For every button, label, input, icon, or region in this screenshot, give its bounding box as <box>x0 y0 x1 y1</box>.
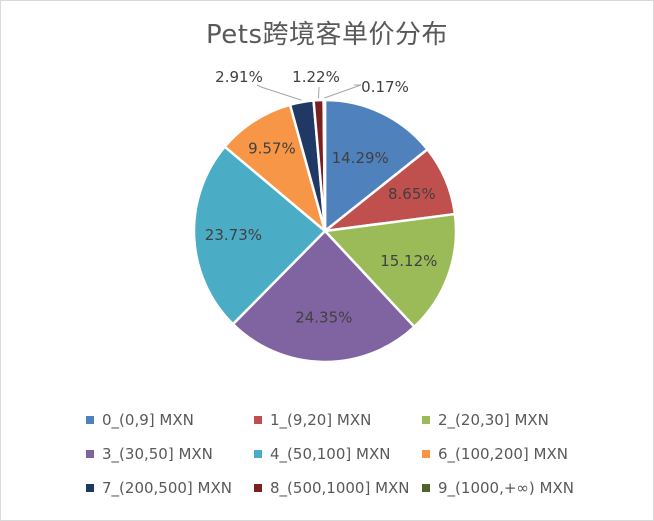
pie-slices <box>192 98 458 364</box>
data-labels: 14.29% 8.65% 15.12% 24.35% 23.73% 9.57% 2.91% 1… <box>205 68 438 327</box>
data-label-1: 8.65% <box>388 185 436 203</box>
pie-slice-3 <box>231 229 416 364</box>
data-label-5: 9.57% <box>248 139 296 157</box>
pie-slice-5 <box>223 103 327 233</box>
legend-item-0: 0_(0,9] MXN <box>86 410 254 430</box>
legend-swatch-6 <box>86 484 94 492</box>
legend-label-3: 3_(30,50] MXN <box>102 445 213 463</box>
legend-item-3: 3_(30,50] MXN <box>86 444 254 464</box>
legend-label-1: 1_(9,20] MXN <box>270 411 372 429</box>
data-label-7: 1.22% <box>292 68 340 86</box>
leader-line-7 <box>318 86 320 99</box>
legend-item-1: 1_(9,20] MXN <box>254 410 422 430</box>
data-label-0: 14.29% <box>332 149 389 167</box>
data-label-2: 15.12% <box>380 252 437 270</box>
pie-slice-4 <box>192 145 327 326</box>
leader-lines <box>256 84 362 101</box>
legend-label-0: 0_(0,9] MXN <box>102 411 194 429</box>
legend-label-2: 2_(20,30] MXN <box>438 411 549 429</box>
leader-line-8 <box>324 84 362 99</box>
chart-legend: 0_(0,9] MXN 1_(9,20] MXN 2_(20,30] MXN 3_(3… <box>86 410 606 498</box>
legend-label-8: 9_(1000,+∞) MXN <box>438 479 574 497</box>
legend-item-8: 9_(1000,+∞) MXN <box>422 478 606 498</box>
legend-swatch-5 <box>422 450 430 458</box>
data-label-3: 24.35% <box>295 309 352 327</box>
legend-item-4: 4_(50,100] MXN <box>254 444 422 464</box>
legend-item-6: 7_(200,500] MXN <box>86 478 254 498</box>
legend-swatch-7 <box>254 484 262 492</box>
legend-label-6: 7_(200,500] MXN <box>102 479 232 497</box>
pie-slice-8 <box>322 98 327 233</box>
legend-label-5: 6_(100,200] MXN <box>438 445 568 463</box>
legend-swatch-2 <box>422 416 430 424</box>
data-label-8: 0.17% <box>361 78 409 96</box>
legend-item-5: 6_(100,200] MXN <box>422 444 606 464</box>
data-label-6: 2.91% <box>215 68 263 86</box>
legend-swatch-3 <box>86 450 94 458</box>
legend-swatch-1 <box>254 416 262 424</box>
legend-swatch-0 <box>86 416 94 424</box>
legend-swatch-8 <box>422 484 430 492</box>
legend-item-2: 2_(20,30] MXN <box>422 410 606 430</box>
leader-line-6 <box>256 84 302 101</box>
legend-item-7: 8_(500,1000] MXN <box>254 478 422 498</box>
pie-slice-2 <box>323 212 458 329</box>
legend-label-7: 8_(500,1000] MXN <box>270 479 410 497</box>
legend-swatch-4 <box>254 450 262 458</box>
chart-title: Pets跨境客单价分布 <box>206 20 448 50</box>
pie-slice-0 <box>323 98 429 233</box>
legend-label-4: 4_(50,100] MXN <box>270 445 391 463</box>
data-label-4: 23.73% <box>205 226 262 244</box>
